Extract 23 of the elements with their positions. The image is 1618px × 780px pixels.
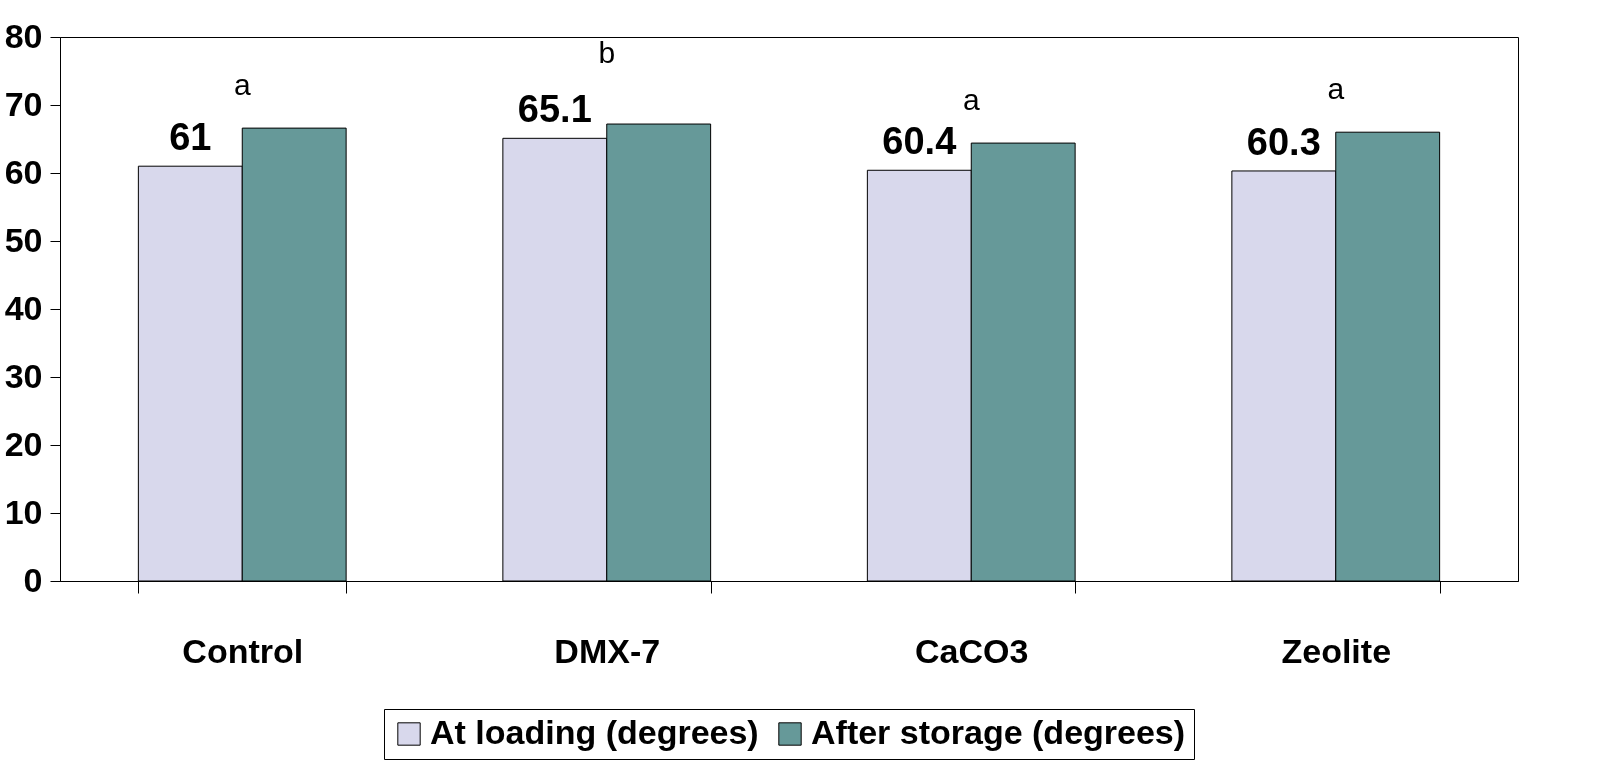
y-tick-label: 80 [4,16,43,55]
annotation: a [962,83,980,117]
data-label: 60.4 [882,120,957,163]
legend-label: At loading (degrees) [430,713,759,751]
data-label: 60.3 [1246,120,1321,163]
annotation: b [598,36,616,70]
x-tick-label: CaCO3 [915,631,1029,670]
y-tick-label: 50 [4,220,43,259]
legend-label: After storage (degrees) [811,713,1186,751]
y-tick-label: 60 [4,152,43,191]
x-tick-label: Control [182,631,304,670]
y-tick-label: 0 [23,560,43,599]
x-tick-label: Zeolite [1281,631,1392,670]
annotation: a [233,68,251,102]
y-tick-label: 30 [4,356,43,395]
y-tick-label: 10 [4,492,43,531]
y-tick-label: 20 [4,424,43,463]
x-tick-label: DMX-7 [554,631,661,670]
annotation: a [1327,72,1345,106]
data-label: 65.1 [517,88,592,131]
y-tick-label: 40 [4,288,43,327]
y-tick-label: 70 [4,84,43,123]
data-label: 61 [169,116,212,159]
